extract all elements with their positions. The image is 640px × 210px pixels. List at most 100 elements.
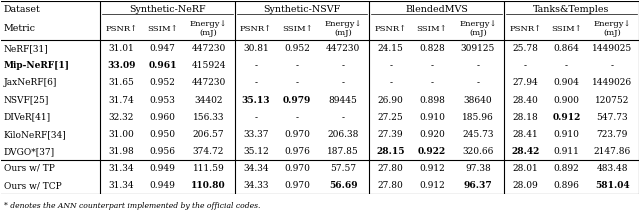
Text: -: - [389, 79, 392, 88]
Text: 0.912: 0.912 [552, 113, 580, 122]
Text: Energy↓
(mJ): Energy↓ (mJ) [324, 21, 362, 37]
Text: 0.864: 0.864 [554, 44, 579, 53]
Text: 0.896: 0.896 [554, 181, 579, 190]
Text: -: - [389, 61, 392, 70]
Text: 547.73: 547.73 [596, 113, 628, 122]
Text: 2147.86: 2147.86 [594, 147, 631, 156]
Text: 33.09: 33.09 [107, 61, 136, 70]
Text: -: - [255, 113, 257, 122]
Text: 0.911: 0.911 [554, 147, 579, 156]
Text: 110.80: 110.80 [191, 181, 226, 190]
Text: BlendedMVS: BlendedMVS [405, 5, 468, 14]
Text: 0.953: 0.953 [150, 96, 175, 105]
Text: Synthetic-NSVF: Synthetic-NSVF [264, 5, 340, 14]
Text: 0.910: 0.910 [419, 113, 445, 122]
Text: 447230: 447230 [191, 44, 226, 53]
Text: 28.42: 28.42 [511, 147, 540, 156]
Text: PSNR↑: PSNR↑ [509, 25, 541, 33]
Text: -: - [296, 113, 299, 122]
Text: Energy↓
(mJ): Energy↓ (mJ) [190, 21, 227, 37]
Text: 374.72: 374.72 [193, 147, 224, 156]
Text: -: - [611, 61, 614, 70]
Text: 245.73: 245.73 [462, 130, 493, 139]
Text: 0.970: 0.970 [284, 181, 310, 190]
Text: Ours w/ TCP: Ours w/ TCP [4, 181, 61, 190]
Text: Tanks&Temples: Tanks&Temples [533, 5, 609, 14]
Text: 28.41: 28.41 [513, 130, 538, 139]
Text: -: - [296, 79, 299, 88]
Text: 447230: 447230 [326, 44, 360, 53]
Text: 0.947: 0.947 [150, 44, 175, 53]
Text: 0.900: 0.900 [554, 96, 579, 105]
Text: 31.74: 31.74 [109, 96, 134, 105]
Text: -: - [524, 61, 527, 70]
Text: 27.25: 27.25 [378, 113, 404, 122]
Text: 206.57: 206.57 [193, 130, 225, 139]
Text: KiloNeRF[34]: KiloNeRF[34] [4, 130, 67, 139]
Text: 0.979: 0.979 [283, 96, 312, 105]
Text: 581.04: 581.04 [595, 181, 630, 190]
Text: NSVF[25]: NSVF[25] [4, 96, 49, 105]
Text: 31.98: 31.98 [109, 147, 134, 156]
Text: 28.40: 28.40 [513, 96, 538, 105]
Text: DIVeR[41]: DIVeR[41] [4, 113, 51, 122]
Text: 447230: 447230 [191, 79, 226, 88]
Text: 0.912: 0.912 [419, 164, 445, 173]
Text: 89445: 89445 [329, 96, 358, 105]
Text: 415924: 415924 [191, 61, 226, 70]
Text: 723.79: 723.79 [596, 130, 628, 139]
Text: 31.00: 31.00 [109, 130, 134, 139]
Text: SSIM↑: SSIM↑ [147, 25, 178, 33]
Text: Synthetic-NeRF: Synthetic-NeRF [129, 5, 205, 14]
Text: JaxNeRF[6]: JaxNeRF[6] [4, 79, 58, 88]
Text: 0.910: 0.910 [554, 130, 579, 139]
Text: SSIM↑: SSIM↑ [282, 25, 312, 33]
Text: SSIM↑: SSIM↑ [417, 25, 447, 33]
Text: 0.828: 0.828 [419, 44, 445, 53]
Text: 24.15: 24.15 [378, 44, 404, 53]
Text: 25.78: 25.78 [513, 44, 538, 53]
Text: 187.85: 187.85 [327, 147, 359, 156]
Text: 96.37: 96.37 [463, 181, 492, 190]
Text: 0.970: 0.970 [284, 164, 310, 173]
Text: -: - [430, 61, 433, 70]
Text: 120752: 120752 [595, 96, 630, 105]
Text: 0.904: 0.904 [554, 79, 579, 88]
Text: -: - [476, 61, 479, 70]
Text: Ours w/ TP: Ours w/ TP [4, 164, 55, 173]
Text: Dataset: Dataset [4, 5, 41, 14]
Text: -: - [255, 79, 257, 88]
Text: -: - [296, 61, 299, 70]
Text: 185.96: 185.96 [462, 113, 493, 122]
Text: 35.12: 35.12 [243, 147, 269, 156]
Text: 30.81: 30.81 [243, 44, 269, 53]
Text: 0.952: 0.952 [284, 44, 310, 53]
Text: 38640: 38640 [463, 96, 492, 105]
Text: 0.949: 0.949 [150, 181, 175, 190]
Text: 0.949: 0.949 [150, 164, 175, 173]
Text: 97.38: 97.38 [465, 164, 491, 173]
Text: -: - [342, 61, 345, 70]
Text: 28.01: 28.01 [513, 164, 538, 173]
Text: 0.956: 0.956 [150, 147, 175, 156]
Text: 56.69: 56.69 [329, 181, 358, 190]
Text: DVGO*[37]: DVGO*[37] [4, 147, 55, 156]
Text: -: - [342, 113, 345, 122]
Text: 0.912: 0.912 [419, 181, 445, 190]
Text: 31.01: 31.01 [109, 44, 134, 53]
Text: 156.33: 156.33 [193, 113, 224, 122]
Text: Mip-NeRF[1]: Mip-NeRF[1] [4, 61, 70, 70]
Text: 31.65: 31.65 [109, 79, 134, 88]
Text: 0.950: 0.950 [150, 130, 175, 139]
Text: SSIM↑: SSIM↑ [551, 25, 582, 33]
Text: 0.922: 0.922 [418, 147, 446, 156]
Text: PSNR↑: PSNR↑ [240, 25, 272, 33]
Text: -: - [430, 79, 433, 88]
Text: 0.952: 0.952 [150, 79, 175, 88]
Text: 33.37: 33.37 [243, 130, 269, 139]
Text: 28.15: 28.15 [376, 147, 405, 156]
Text: Energy↓
(mJ): Energy↓ (mJ) [594, 21, 631, 37]
Text: PSNR↑: PSNR↑ [374, 25, 407, 33]
Text: 206.38: 206.38 [328, 130, 359, 139]
Text: 1449025: 1449025 [592, 44, 632, 53]
